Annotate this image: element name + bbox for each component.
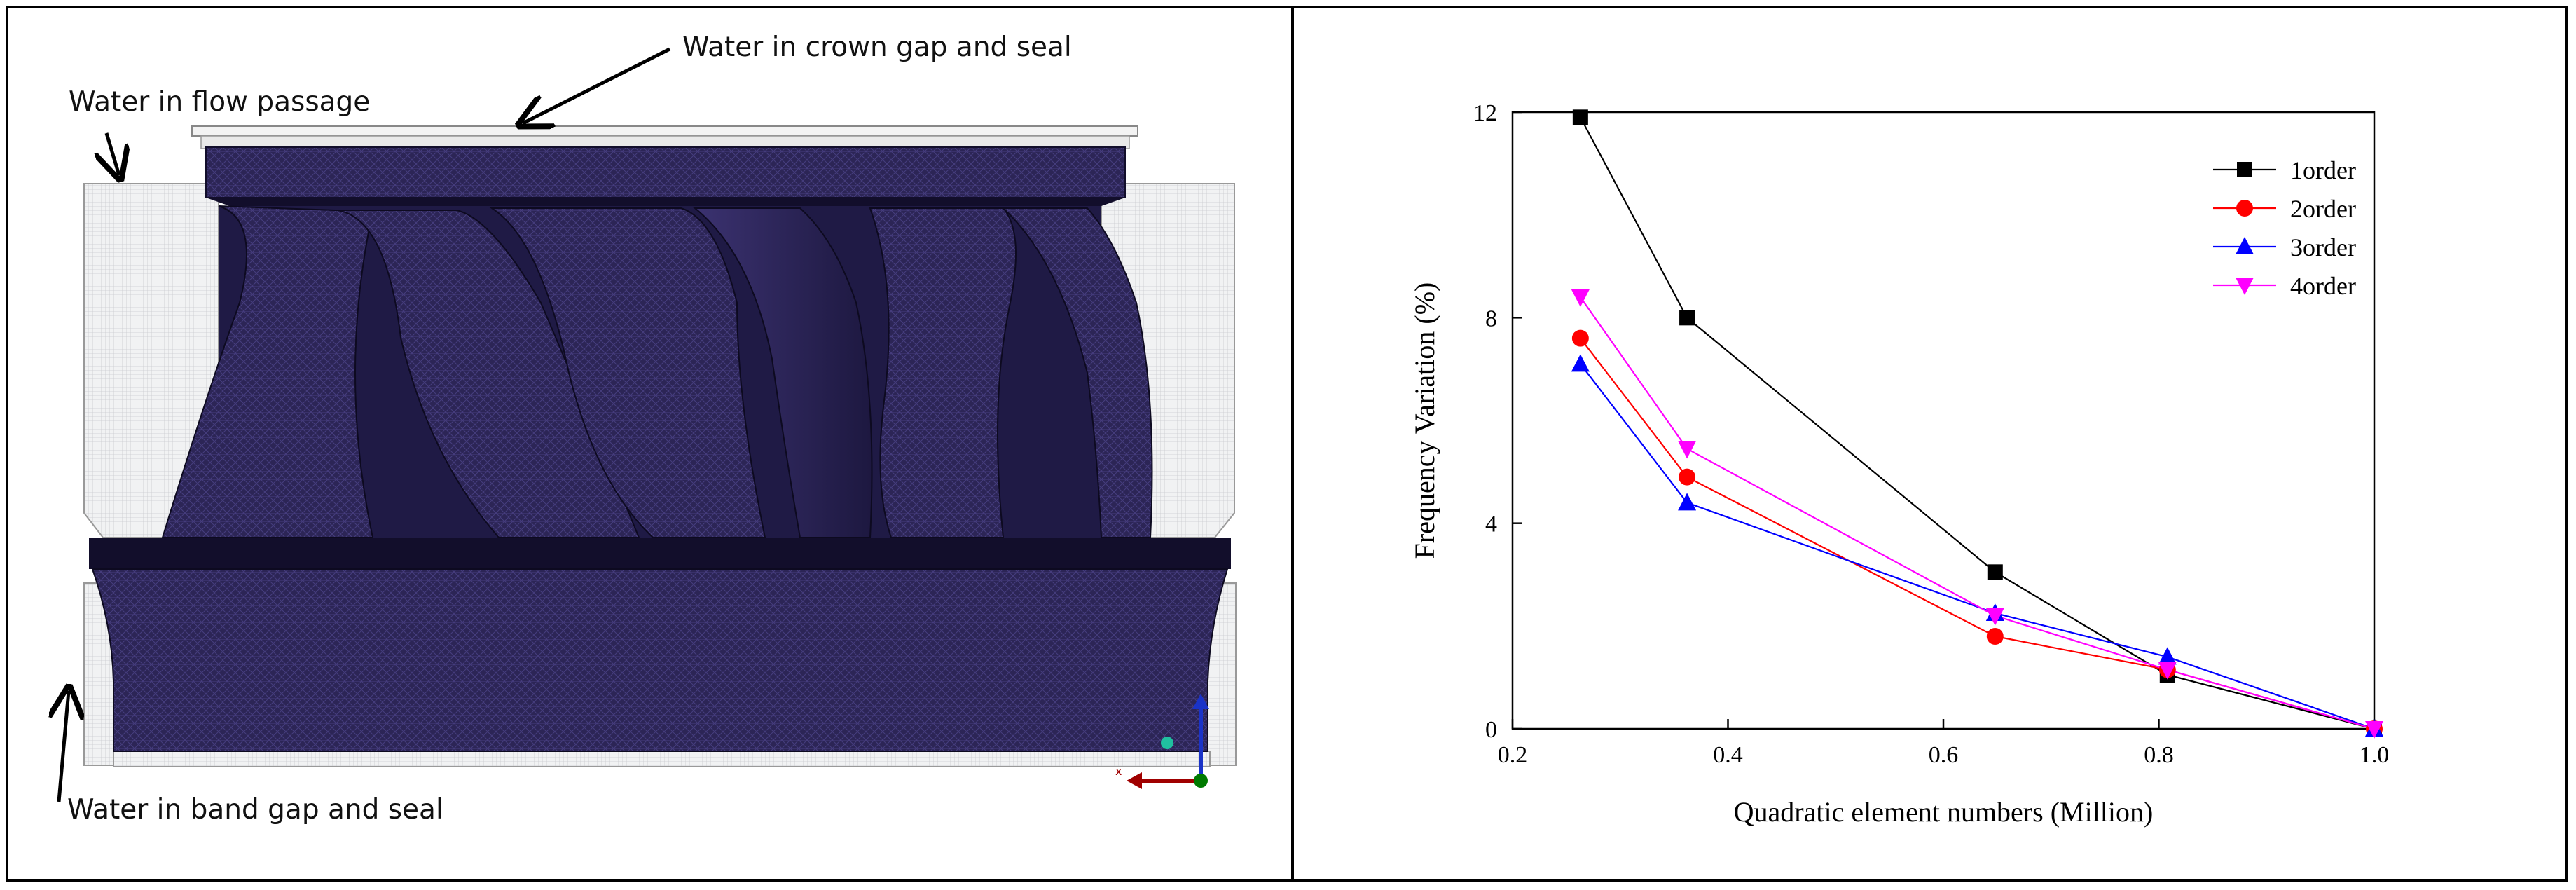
x-tick-label: 0.2 bbox=[1498, 742, 1528, 768]
y-tick-label: 0 bbox=[1485, 717, 1497, 743]
data-point-4order bbox=[1678, 441, 1697, 459]
legend-marker-4order bbox=[2236, 278, 2254, 295]
x-tick-label: 0.4 bbox=[1713, 742, 1743, 768]
mesh-illustration: x Water in crown gap and seal Water in f… bbox=[8, 32, 1237, 826]
data-point-1order bbox=[1679, 310, 1695, 326]
data-point-3order bbox=[1571, 354, 1590, 372]
y-tick-label: 8 bbox=[1485, 306, 1497, 331]
data-point-4order bbox=[1985, 608, 2004, 626]
legend-label-2order: 2order bbox=[2290, 195, 2356, 223]
legend-label-3order: 3order bbox=[2290, 233, 2356, 261]
x-tick-label: 0.6 bbox=[1929, 742, 1959, 768]
runner-blades bbox=[161, 205, 1153, 538]
data-point-4order bbox=[2158, 662, 2177, 680]
y-tick-label: 12 bbox=[1473, 100, 1497, 126]
band-arrow bbox=[59, 691, 69, 802]
axis-triad: x bbox=[1115, 694, 1209, 789]
y-tick-label: 4 bbox=[1485, 512, 1497, 538]
data-point-2order bbox=[1679, 468, 1696, 486]
legend: 1order 2order 3order 4order bbox=[2213, 156, 2356, 300]
crown-arrow bbox=[523, 47, 671, 123]
series-line-2order bbox=[1579, 337, 2375, 730]
data-point-4order bbox=[1571, 289, 1590, 307]
water-band-gap bbox=[83, 582, 1237, 767]
legend-marker-2order bbox=[2236, 200, 2253, 217]
legend-label-1order: 1order bbox=[2290, 156, 2356, 184]
data-point-2order bbox=[1571, 329, 1589, 347]
annotation-crown: Water in crown gap and seal bbox=[682, 32, 1072, 63]
triad-point bbox=[1161, 737, 1173, 749]
series-line-3order bbox=[1579, 363, 2375, 730]
y-axis-label: Frequency Variation (%) bbox=[1409, 282, 1440, 559]
panel-divider bbox=[1291, 6, 1294, 882]
legend-marker-1order bbox=[2237, 162, 2252, 177]
chart-panel: 0.2 0.4 0.6 0.8 1.0 0 4 8 12 1order 2order 3order 4… bbox=[1294, 8, 2565, 879]
data-point-4order bbox=[2365, 721, 2383, 739]
figure-frame bbox=[6, 6, 2568, 882]
mesh-panel: x Water in crown gap and seal Water in f… bbox=[8, 8, 1291, 879]
data-point-1order bbox=[1572, 109, 1588, 125]
annotations: Water in crown gap and seal Water in flo… bbox=[59, 32, 1072, 826]
triad-origin bbox=[1194, 774, 1208, 788]
data-point-3order bbox=[1678, 493, 1697, 511]
legend-marker-3order bbox=[2236, 237, 2254, 254]
data-point-3order bbox=[2158, 647, 2177, 665]
x-tick-label: 1.0 bbox=[2360, 742, 2390, 768]
frequency-chart: 0.2 0.4 0.6 0.8 1.0 0 4 8 12 1order 2order 3order 4… bbox=[1409, 100, 2390, 828]
annotation-flow: Water in flow passage bbox=[69, 86, 370, 118]
series-line-4order bbox=[1579, 296, 2375, 730]
x-tick-label: 0.8 bbox=[2144, 742, 2174, 768]
data-point-1order bbox=[1987, 564, 2003, 580]
annotation-band: Water in band gap and seal bbox=[67, 794, 443, 826]
data-point-2order bbox=[1986, 628, 2004, 645]
triad-x-label: x bbox=[1115, 765, 1122, 778]
x-axis-label: Quadratic element numbers (Million) bbox=[1734, 796, 2154, 828]
series-line-1order bbox=[1579, 116, 2375, 730]
legend-label-4order: 4order bbox=[2290, 272, 2356, 300]
water-crown-gap bbox=[191, 125, 1138, 149]
runner-crown bbox=[205, 146, 1126, 206]
flow-arrow bbox=[106, 132, 119, 175]
runner-band bbox=[89, 538, 1231, 752]
